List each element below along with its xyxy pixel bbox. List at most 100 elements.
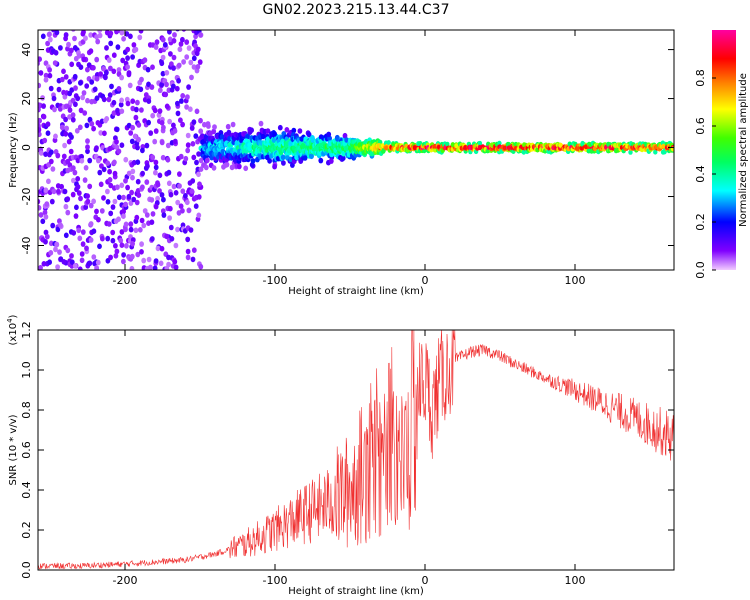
spectrogram-cell [56, 188, 61, 195]
spectrogram-cell [72, 73, 78, 80]
spectrogram-cell [70, 117, 76, 123]
spectrogram-cell [38, 265, 43, 270]
spectrogram-cell [198, 117, 203, 124]
spectrogram-cell [61, 259, 67, 265]
spectrogram-cell [131, 42, 137, 48]
spectrogram-cell [144, 212, 150, 218]
colorbar-label: Normalized spectral amplitude [738, 73, 749, 227]
spectrogram-cell [112, 170, 118, 177]
spectrogram-cell [326, 131, 332, 138]
spectrogram-cell [105, 188, 110, 195]
spectrogram-cell [38, 150, 44, 156]
spectrogram-cell [193, 203, 199, 209]
spectrogram-cell [450, 142, 455, 148]
spectrogram-cell [65, 46, 70, 52]
spectrogram-cell [94, 208, 99, 215]
spectrogram-cell [38, 198, 41, 205]
spectrogram-xlabel: Height of straight line (km) [288, 286, 424, 297]
spectrogram-cell [101, 195, 106, 201]
spectrogram-cell [281, 160, 286, 166]
spectrogram-cell [95, 259, 101, 266]
spectrogram-cell [69, 259, 75, 266]
spectrogram-cell [91, 228, 97, 234]
spectrogram-cell [191, 64, 197, 70]
spectrogram-cell [63, 74, 69, 80]
spectrogram-cell [97, 30, 103, 34]
spectrogram-cell [45, 121, 51, 127]
spectrogram-cell [300, 142, 306, 149]
spectrogram-cell [120, 57, 126, 64]
spectrogram-cell [70, 165, 76, 171]
spectrogram-cell [50, 222, 56, 229]
spectrogram-cell [54, 30, 60, 36]
spectrogram-cell [103, 74, 108, 81]
spectrogram-cell [155, 180, 160, 186]
spectrogram-cell [51, 188, 57, 195]
spectrogram-cell [150, 154, 156, 161]
spectrogram-cell [163, 91, 169, 98]
y-tick-label: 0.2 [20, 521, 33, 539]
spectrogram-cell [65, 247, 71, 254]
spectrogram-cell [87, 260, 93, 267]
spectrogram-cell [47, 36, 53, 43]
spectrogram-cell [183, 193, 188, 199]
x-tick-label: -200 [113, 574, 138, 587]
spectrogram-cell [185, 94, 190, 100]
spectrogram-cell [43, 187, 49, 193]
spectrogram-cell [159, 60, 165, 67]
spectrogram-cell [190, 141, 196, 147]
spectrogram-cell [74, 204, 79, 211]
spectrogram-cell [386, 140, 391, 146]
spectrogram-cell [131, 196, 137, 203]
spectrogram-cell [497, 140, 502, 146]
spectrogram-cell [146, 256, 152, 263]
colorbar-ticks: 0.0 0.2 0.4 0.6 0.8 [694, 69, 716, 279]
spectrogram-cell [176, 62, 182, 69]
colorbar-gradient [712, 30, 736, 270]
spectrogram-cell [149, 219, 155, 225]
spectrogram-cell [124, 243, 129, 249]
spectrogram-cell [258, 120, 264, 127]
spectrogram-cell [299, 136, 305, 142]
spectrogram-cell [83, 35, 88, 41]
spectrogram-cell [152, 138, 158, 145]
spectrogram-cell [118, 101, 124, 108]
spectrogram-cell [195, 64, 201, 70]
figure-title: GN02.2023.215.13.44.C37 [263, 2, 450, 18]
spectrogram-cell [153, 164, 159, 171]
spectrogram-cell [121, 208, 126, 215]
spectrogram-cell [61, 153, 67, 160]
spectrogram-cell [98, 71, 103, 77]
spectrogram-cell [134, 214, 140, 221]
spectrogram-cell [185, 236, 191, 243]
colorbar-tick-label: 0.2 [694, 213, 707, 231]
spectrogram-cell [84, 245, 89, 252]
spectrogram-cell [65, 196, 71, 202]
spectrogram-cell [445, 141, 450, 147]
spectrogram-cell [109, 83, 114, 90]
spectrogram-cell [108, 24, 113, 30]
spectrogram-cell [43, 214, 49, 220]
x-tick-label: 100 [565, 574, 586, 587]
spectrogram-cell [168, 51, 173, 57]
spectrogram-cell [180, 121, 186, 128]
spectrogram-cell [137, 227, 143, 233]
spectrogram-cell [104, 116, 110, 122]
spectrogram-cell [41, 113, 47, 120]
spectrogram-cell [83, 204, 89, 210]
spectrogram-cell [140, 147, 145, 154]
spectrogram-cell [194, 159, 199, 166]
spectrogram-cell [204, 157, 210, 164]
spectrogram-cell [168, 224, 174, 231]
x-tick-label: 0 [422, 574, 429, 587]
spectrogram-cell [186, 207, 192, 214]
spectrogram-cell [265, 128, 271, 134]
spectrogram-cell [272, 163, 277, 170]
spectrogram-cell [318, 157, 324, 164]
spectrogram-cell [297, 128, 303, 134]
spectrogram-cell [178, 203, 184, 209]
x-tick-label: 100 [565, 274, 586, 287]
spectrogram-cell [72, 169, 78, 176]
spectrogram-cell [171, 83, 176, 90]
spectrogram-cell [190, 256, 196, 263]
